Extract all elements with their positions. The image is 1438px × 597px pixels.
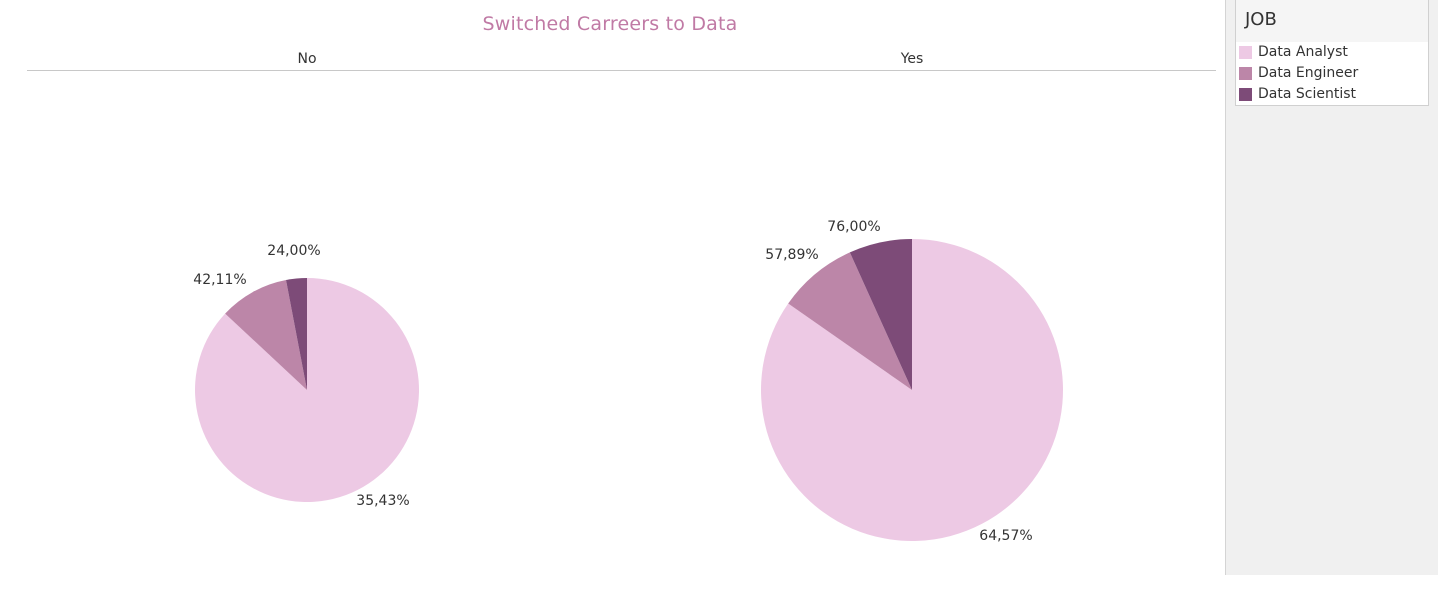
legend-item-data-engineer[interactable]: Data Engineer <box>1239 64 1358 82</box>
legend: JOB Data Analyst Data Engineer Data Scie… <box>1235 0 1429 106</box>
legend-panel: JOB Data Analyst Data Engineer Data Scie… <box>1225 0 1438 575</box>
header-divider <box>27 70 1216 71</box>
legend-item-data-scientist[interactable]: Data Scientist <box>1239 85 1356 103</box>
chart-title: Switched Carreers to Data <box>482 13 738 35</box>
pie-no: 35,43% 42,11% 24,00% <box>193 243 420 509</box>
pie-charts: 35,43% 42,11% 24,00% 64,57% 57,89% 76,00% <box>193 219 1064 544</box>
pie-slice-data-scientist[interactable] <box>849 239 912 390</box>
legend-swatch-data-analyst <box>1239 45 1252 59</box>
slice-label-data-engineer: 57,89% <box>765 247 818 263</box>
pie-slice-data-analyst[interactable] <box>761 239 1064 541</box>
panel-header-yes: Yes <box>900 51 924 67</box>
chart-area: Switched Carreers to Data No Yes 35,43% 4… <box>27 13 1216 544</box>
legend-label: Data Analyst <box>1258 44 1348 60</box>
slice-label-data-scientist: 24,00% <box>267 243 320 259</box>
pie-slice-data-engineer[interactable] <box>225 279 307 390</box>
legend-item-data-analyst[interactable]: Data Analyst <box>1239 43 1348 61</box>
pie-slice-data-scientist[interactable] <box>286 278 307 390</box>
legend-swatch-data-engineer <box>1239 66 1252 80</box>
legend-title: JOB <box>1245 9 1277 30</box>
slice-label-data-analyst: 35,43% <box>356 493 409 509</box>
legend-label: Data Engineer <box>1258 65 1359 81</box>
pie-slice-data-engineer[interactable] <box>788 252 912 390</box>
legend-header <box>1236 0 1428 42</box>
legend-label: Data Scientist <box>1258 86 1356 102</box>
slice-label-data-engineer: 42,11% <box>193 272 246 288</box>
slice-label-data-analyst: 64,57% <box>979 528 1032 544</box>
legend-swatch-data-scientist <box>1239 87 1252 101</box>
pie-slice-data-analyst[interactable] <box>195 278 420 502</box>
panel-header-no: No <box>297 51 317 67</box>
pie-yes: 64,57% 57,89% 76,00% <box>761 219 1064 544</box>
slice-label-data-scientist: 76,00% <box>827 219 880 235</box>
